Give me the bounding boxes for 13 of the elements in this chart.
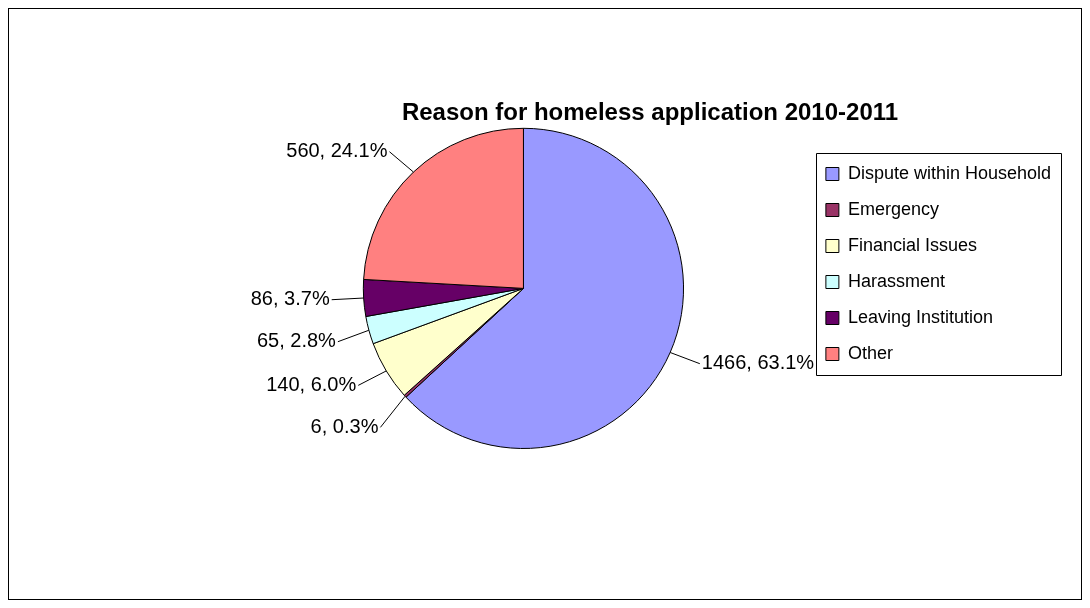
legend-label: Dispute within Household [847, 162, 1052, 183]
legend-label: Other [847, 342, 893, 363]
data-label: 1466, 63.1% [701, 351, 815, 374]
legend-label: Harassment [847, 270, 945, 291]
data-label: 6, 0.3% [310, 414, 379, 437]
legend-label: Emergency [847, 198, 939, 219]
data-label: 140, 6.0% [266, 372, 357, 395]
legend-label: Financial Issues [847, 234, 977, 255]
chart-title: Reason for homeless application 2010-2011 [401, 98, 899, 126]
data-label: 65, 2.8% [256, 329, 337, 352]
data-label: 86, 3.7% [250, 287, 330, 310]
legend-label: Leaving Institution [847, 306, 993, 327]
data-label: 560, 24.1% [286, 139, 388, 162]
